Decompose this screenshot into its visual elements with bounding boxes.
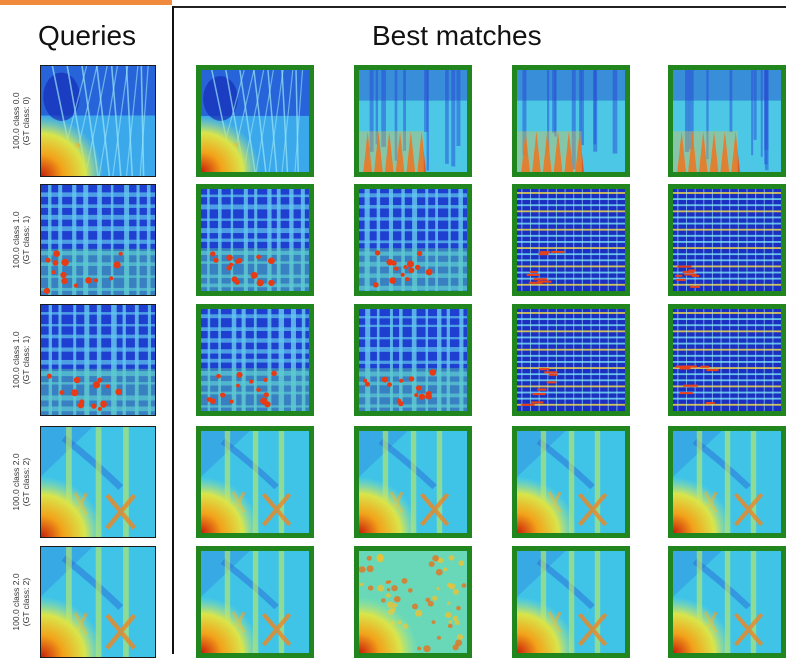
row-label: 100.0 class 0.0 (GT class: 0) — [6, 61, 36, 181]
row-label-gt-class: (GT class: 2) — [21, 457, 31, 507]
match-thumbnail[interactable] — [668, 426, 786, 538]
match-thumbnail[interactable] — [668, 65, 786, 177]
match-thumbnail[interactable] — [512, 65, 630, 177]
match-thumbnail[interactable] — [196, 546, 314, 658]
queries-heading: Queries — [38, 20, 137, 51]
query-thumbnail[interactable] — [40, 304, 156, 416]
accent-bar — [0, 0, 172, 5]
row-label: 100.0 class 1.0 (GT class: 1) — [6, 300, 36, 420]
match-thumbnail[interactable] — [668, 304, 786, 416]
row-label-score: 100.0 class 1.0 — [11, 331, 21, 389]
query-thumbnail[interactable] — [40, 546, 156, 658]
query-thumbnail[interactable] — [40, 65, 156, 177]
row-label-gt-class: (GT class: 1) — [21, 335, 31, 385]
column-divider — [172, 6, 174, 654]
row-label: 100.0 class 2.0 (GT class: 2) — [6, 542, 36, 662]
match-thumbnail[interactable] — [196, 184, 314, 296]
match-thumbnail[interactable] — [512, 546, 630, 658]
match-thumbnail[interactable] — [512, 304, 630, 416]
row-label-score: 100.0 class 1.0 — [11, 211, 21, 269]
match-thumbnail[interactable] — [196, 65, 314, 177]
row-label-gt-class: (GT class: 0) — [21, 96, 31, 146]
match-thumbnail[interactable] — [512, 184, 630, 296]
match-thumbnail[interactable] — [354, 65, 472, 177]
match-thumbnail[interactable] — [354, 426, 472, 538]
query-thumbnail[interactable] — [40, 426, 156, 538]
match-thumbnail[interactable] — [196, 426, 314, 538]
row-label-score: 100.0 class 0.0 — [11, 92, 21, 150]
top-rule — [172, 6, 786, 8]
row-label: 100.0 class 2.0 (GT class: 2) — [6, 422, 36, 542]
match-thumbnail[interactable] — [668, 546, 786, 658]
query-thumbnail[interactable] — [40, 184, 156, 296]
row-label: 100.0 class 1.0 (GT class: 1) — [6, 180, 36, 300]
match-thumbnail[interactable] — [354, 546, 472, 658]
match-thumbnail[interactable] — [512, 426, 630, 538]
match-thumbnail[interactable] — [196, 304, 314, 416]
row-label-score: 100.0 class 2.0 — [11, 573, 21, 631]
row-label-gt-class: (GT class: 1) — [21, 215, 31, 265]
row-label-gt-class: (GT class: 2) — [21, 577, 31, 627]
match-thumbnail[interactable] — [668, 184, 786, 296]
match-thumbnail[interactable] — [354, 304, 472, 416]
best-matches-heading: Best matches — [372, 20, 542, 51]
row-label-score: 100.0 class 2.0 — [11, 453, 21, 511]
match-thumbnail[interactable] — [354, 184, 472, 296]
